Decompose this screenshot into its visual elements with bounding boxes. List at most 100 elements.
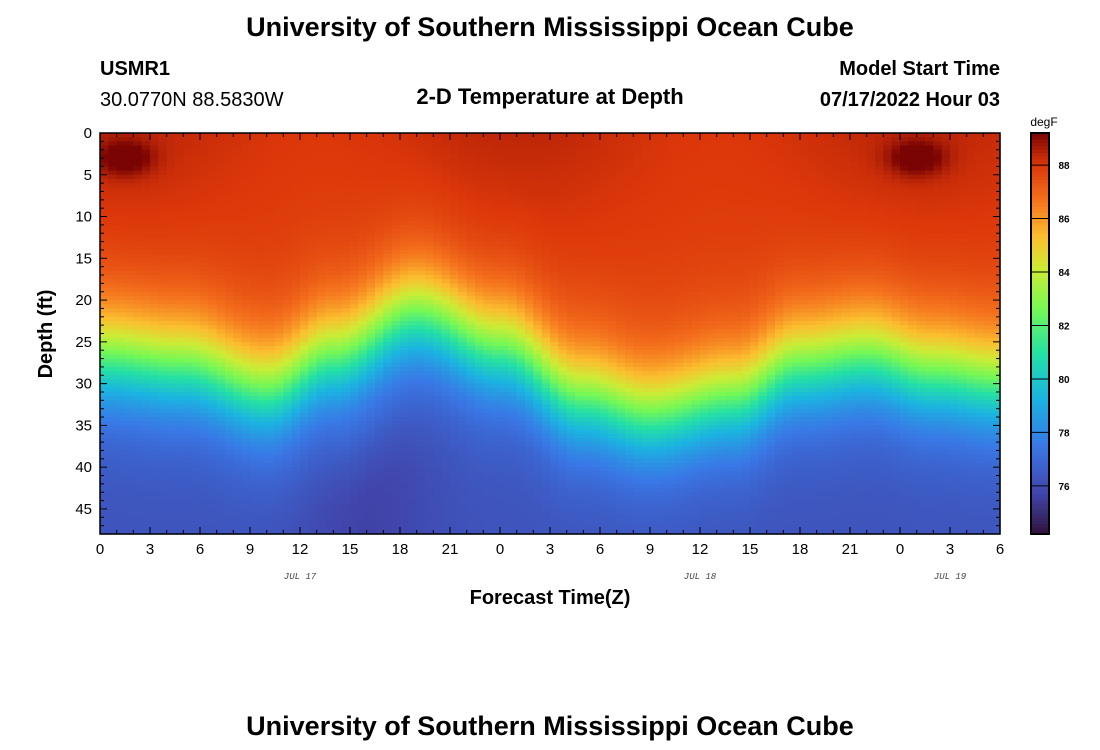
heatmap-cell [316, 400, 326, 406]
heatmap-cell [291, 408, 301, 414]
heatmap-cell [108, 425, 118, 431]
heatmap-cell [250, 479, 259, 485]
heatmap-cell [500, 254, 509, 259]
heatmap-cell [200, 433, 209, 439]
heatmap-cell [166, 500, 176, 506]
heatmap-cell [316, 270, 326, 276]
heatmap-cell [366, 224, 376, 230]
heatmap-cell [375, 170, 384, 176]
heatmap-cell [500, 204, 509, 209]
heatmap-cell [291, 350, 301, 355]
heatmap-cell [375, 454, 384, 460]
heatmap-cell [250, 508, 259, 514]
heatmap-cell [141, 312, 151, 318]
heatmap-cell [308, 504, 318, 510]
heatmap-cell [450, 387, 459, 393]
heatmap-cell [491, 362, 501, 368]
heatmap-cell [450, 312, 459, 318]
heatmap-cell [450, 237, 459, 243]
heatmap-cell [383, 483, 393, 489]
heatmap-cell [466, 216, 476, 222]
heatmap-cell [441, 488, 451, 493]
heatmap-cell [450, 249, 459, 255]
heatmap-cell [291, 287, 301, 293]
heatmap-cell [300, 387, 309, 393]
heatmap-cell [383, 191, 393, 197]
heatmap-cell [391, 266, 401, 272]
heatmap-cell [508, 325, 518, 330]
heatmap-cell [466, 346, 476, 351]
heatmap-cell [441, 525, 451, 531]
heatmap-cell [458, 329, 468, 335]
heatmap-cell [475, 174, 484, 180]
heatmap-cell [366, 362, 376, 368]
heatmap-cell [341, 220, 351, 226]
heatmap-cell [375, 337, 384, 343]
heatmap-cell [333, 279, 343, 284]
heatmap-cell [233, 220, 243, 226]
heatmap-cell [166, 362, 176, 368]
heatmap-cell [441, 500, 451, 506]
heatmap-cell [100, 178, 109, 184]
heatmap-cell [491, 187, 501, 193]
heatmap-cell [408, 237, 418, 243]
heatmap-cell [408, 133, 418, 138]
heatmap-cell [383, 195, 393, 201]
heatmap-cell [300, 199, 309, 205]
heatmap-cell [375, 483, 384, 489]
heatmap-cell [458, 437, 468, 443]
heatmap-cell [341, 320, 351, 326]
heatmap-cell [441, 513, 451, 518]
heatmap-cell [325, 254, 334, 259]
heatmap-cell [233, 329, 243, 335]
heatmap-cell [375, 387, 384, 393]
heatmap-cell [133, 341, 143, 347]
heatmap-cell [158, 153, 168, 159]
heatmap-cell [500, 229, 509, 234]
heatmap-cell [500, 312, 509, 318]
heatmap-cell [216, 241, 226, 247]
heatmap-cell [391, 137, 401, 142]
heatmap-cell [433, 320, 443, 326]
heatmap-cell [525, 158, 534, 163]
heatmap-cell [316, 387, 326, 393]
heatmap-cell [458, 387, 468, 393]
heatmap-cell [500, 287, 509, 293]
heatmap-cell [250, 462, 259, 468]
heatmap-cell [408, 308, 418, 314]
heatmap-cell [183, 521, 193, 527]
heatmap-cell [425, 266, 434, 272]
heatmap-cell [208, 308, 218, 314]
heatmap-cell [391, 178, 401, 184]
heatmap-cell [266, 492, 276, 498]
heatmap-cell [350, 412, 359, 418]
heatmap-cell [433, 467, 443, 472]
heatmap-cell [200, 170, 209, 176]
heatmap-cell [383, 450, 393, 456]
heatmap-cell [158, 492, 168, 498]
heatmap-cell [108, 358, 118, 364]
heatmap-cell [475, 371, 484, 376]
heatmap-cell [333, 475, 343, 481]
heatmap-cell [100, 333, 109, 339]
heatmap-cell [508, 153, 518, 159]
heatmap-cell [275, 346, 284, 351]
heatmap-cell [450, 433, 459, 439]
heatmap-cell [133, 158, 143, 163]
heatmap-cell [341, 454, 351, 460]
heatmap-cell [516, 320, 526, 326]
heatmap-cell [433, 454, 443, 460]
heatmap-cell [283, 454, 293, 460]
heatmap-cell [508, 350, 518, 355]
heatmap-cell [375, 245, 384, 251]
heatmap-cell [408, 233, 418, 239]
heatmap-cell [350, 216, 359, 222]
heatmap-cell [466, 442, 476, 447]
heatmap-cell [433, 379, 443, 385]
heatmap-cell [208, 425, 218, 431]
heatmap-cell [258, 337, 268, 343]
heatmap-cell [108, 325, 118, 330]
heatmap-cell [108, 375, 118, 381]
heatmap-cell [433, 224, 443, 230]
heatmap-cell [450, 174, 459, 180]
